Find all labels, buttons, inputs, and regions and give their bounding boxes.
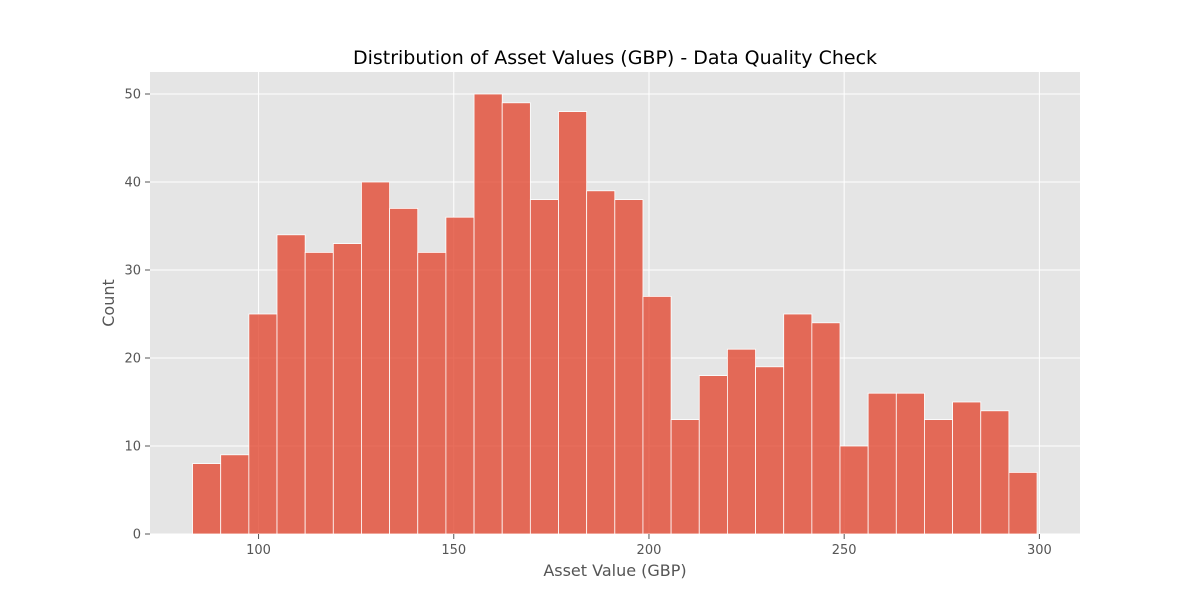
histogram-bar xyxy=(698,375,728,535)
histogram-bar xyxy=(389,207,419,535)
histogram-bar xyxy=(361,181,391,535)
y-tick-label: 0 xyxy=(133,528,141,543)
y-tick-label: 10 xyxy=(124,440,141,455)
x-tick-label: 150 xyxy=(441,543,466,558)
histogram-bar xyxy=(192,463,222,535)
chart-title: Distribution of Asset Values (GBP) - Dat… xyxy=(353,47,877,69)
histogram-bar xyxy=(642,295,672,535)
histogram-bar xyxy=(755,366,785,535)
histogram-bar xyxy=(867,392,897,535)
histogram-bar xyxy=(839,445,869,535)
histogram-bar xyxy=(811,322,841,535)
histogram-bar xyxy=(727,348,756,535)
histogram-bar xyxy=(501,102,531,535)
histogram-bar xyxy=(924,419,954,535)
histogram-bar xyxy=(248,313,278,535)
y-tick-label: 40 xyxy=(124,176,141,191)
histogram-bar xyxy=(783,313,813,535)
histogram-bars xyxy=(192,93,1038,535)
x-tick-label: 100 xyxy=(246,543,271,558)
histogram-bar xyxy=(445,216,475,535)
y-axis-label: Count xyxy=(99,279,118,327)
histogram-bar xyxy=(586,190,616,535)
x-axis-label: Asset Value (GBP) xyxy=(543,561,686,580)
y-tick-label: 50 xyxy=(124,88,141,103)
x-tick-label: 250 xyxy=(832,543,857,558)
histogram-bar xyxy=(558,111,588,535)
y-axis-ticks: 0 10 20 30 40 50 xyxy=(124,88,150,543)
histogram-bar xyxy=(952,401,982,535)
histogram-bar xyxy=(980,410,1010,535)
histogram-bar xyxy=(614,199,644,535)
histogram-bar xyxy=(529,199,559,535)
histogram-bar xyxy=(332,243,362,535)
x-tick-label: 200 xyxy=(637,543,662,558)
histogram-bar xyxy=(1008,471,1038,535)
histogram-bar xyxy=(417,251,447,535)
histogram-bar xyxy=(304,251,334,535)
histogram-bar xyxy=(276,234,306,535)
histogram-bar xyxy=(473,93,503,535)
histogram-bar xyxy=(895,392,925,535)
y-tick-label: 30 xyxy=(124,264,141,279)
histogram-bar xyxy=(220,454,250,535)
y-tick-label: 20 xyxy=(124,352,141,367)
x-tick-label: 300 xyxy=(1027,543,1052,558)
histogram-bar xyxy=(670,419,700,535)
x-axis-ticks: 100 150 200 250 300 xyxy=(246,534,1052,558)
